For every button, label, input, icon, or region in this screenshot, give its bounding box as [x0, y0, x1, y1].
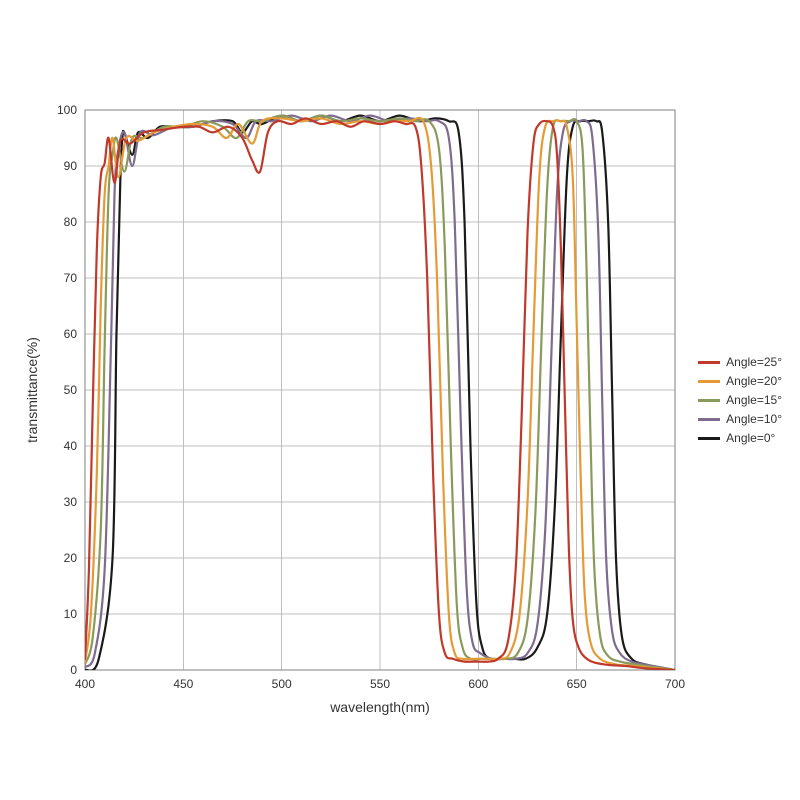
- svg-text:0: 0: [70, 663, 77, 677]
- svg-text:650: 650: [567, 677, 587, 691]
- svg-text:50: 50: [64, 383, 78, 397]
- svg-text:40: 40: [64, 439, 78, 453]
- svg-text:wavelength(nm): wavelength(nm): [329, 699, 430, 715]
- legend-item: Angle=20°: [698, 374, 782, 388]
- svg-text:450: 450: [173, 677, 193, 691]
- svg-text:10: 10: [64, 607, 78, 621]
- legend-swatch: [698, 418, 720, 421]
- legend-swatch: [698, 380, 720, 383]
- legend-item: Angle=25°: [698, 355, 782, 369]
- svg-text:70: 70: [64, 271, 78, 285]
- svg-text:600: 600: [468, 677, 488, 691]
- legend-label: Angle=15°: [726, 393, 782, 407]
- svg-text:60: 60: [64, 327, 78, 341]
- svg-text:80: 80: [64, 215, 78, 229]
- legend-label: Angle=25°: [726, 355, 782, 369]
- svg-text:550: 550: [370, 677, 390, 691]
- legend: Angle=25° Angle=20° Angle=15° Angle=10° Angl…: [698, 350, 782, 450]
- legend-label: Angle=20°: [726, 374, 782, 388]
- svg-text:100: 100: [57, 103, 77, 117]
- legend-label: Angle=10°: [726, 412, 782, 426]
- transmittance-chart: 400 450 500 550 600 650 700 0 10 20 30 40 50 60 70 80 90…: [0, 0, 800, 800]
- svg-text:90: 90: [64, 159, 78, 173]
- legend-item: Angle=0°: [698, 431, 782, 445]
- svg-text:500: 500: [272, 677, 292, 691]
- legend-swatch: [698, 437, 720, 440]
- chart-container: { "chart": { "type": "line", "background…: [0, 0, 800, 800]
- legend-swatch: [698, 399, 720, 402]
- svg-text:700: 700: [665, 677, 685, 691]
- svg-text:30: 30: [64, 495, 78, 509]
- svg-text:400: 400: [75, 677, 95, 691]
- legend-swatch: [698, 361, 720, 364]
- legend-item: Angle=15°: [698, 393, 782, 407]
- svg-text:transmittance(%): transmittance(%): [24, 337, 40, 443]
- svg-text:20: 20: [64, 551, 78, 565]
- legend-label: Angle=0°: [726, 431, 775, 445]
- legend-item: Angle=10°: [698, 412, 782, 426]
